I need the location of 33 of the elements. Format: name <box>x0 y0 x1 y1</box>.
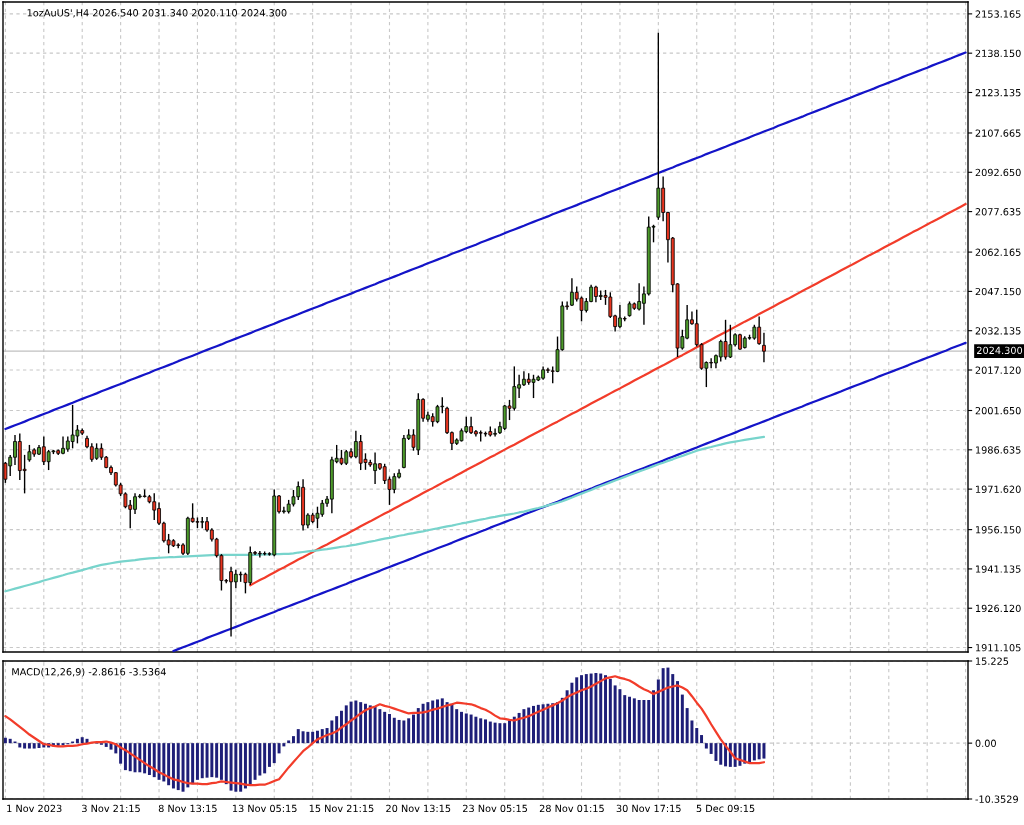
y-tick-label: 1911.105 <box>976 644 1021 652</box>
x-tick-label: 23 Nov 05:15 <box>463 804 528 813</box>
ref-line-label: 2024.300 <box>977 346 1023 355</box>
text: 1ozAuUS',H4 2026.540 2031.340 2020.110 2024.300 <box>27 9 287 18</box>
y-tick-label: 1971.620 <box>976 485 1021 493</box>
y-tick-label: 2123.135 <box>975 88 1021 97</box>
y-tick-label: 2138.150 <box>975 49 1021 58</box>
x-tick-label: 1 Nov 2023 <box>7 804 62 813</box>
x-tick-label: 8 Nov 13:15 <box>158 804 217 813</box>
x-tick-label: 13 Nov 05:15 <box>232 804 297 813</box>
y-tick-label: 0.00 <box>975 739 996 747</box>
y-tick-label: 2047.150 <box>975 287 1021 296</box>
y-tick-label: 2107.665 <box>975 129 1021 137</box>
y-tick-label: 1926.120 <box>976 604 1021 613</box>
x-tick-label: 20 Nov 13:15 <box>386 804 451 813</box>
x-tick-label: 5 Dec 09:15 <box>696 804 755 813</box>
x-tick-label: 15 Nov 21:15 <box>309 804 374 813</box>
x-tick-label: 28 Nov 01:15 <box>539 804 604 813</box>
y-tick-label: 1941.135 <box>976 565 1021 573</box>
y-tick-label: 15.225 <box>976 657 1009 665</box>
y-tick-label: 2077.635 <box>975 208 1021 216</box>
y-tick-label: 1986.635 <box>976 446 1021 454</box>
text: MACD(12,26,9) -2.8616 -3.5364 <box>12 667 166 677</box>
y-tick-label: 2017.120 <box>975 366 1021 374</box>
x-tick-label: 30 Nov 17:15 <box>616 804 681 813</box>
y-tick-label: -10.3529 <box>975 795 1018 803</box>
x-tick-label: 3 Nov 21:15 <box>82 804 140 813</box>
y-tick-label: 2032.135 <box>975 327 1021 335</box>
y-tick-label: 2062.165 <box>975 248 1021 256</box>
y-tick-label: 1956.150 <box>976 526 1021 534</box>
y-tick-label: 2001.650 <box>975 406 1021 415</box>
y-tick-label: 2153.165 <box>975 10 1021 18</box>
y-tick-label: 2092.650 <box>975 168 1021 177</box>
